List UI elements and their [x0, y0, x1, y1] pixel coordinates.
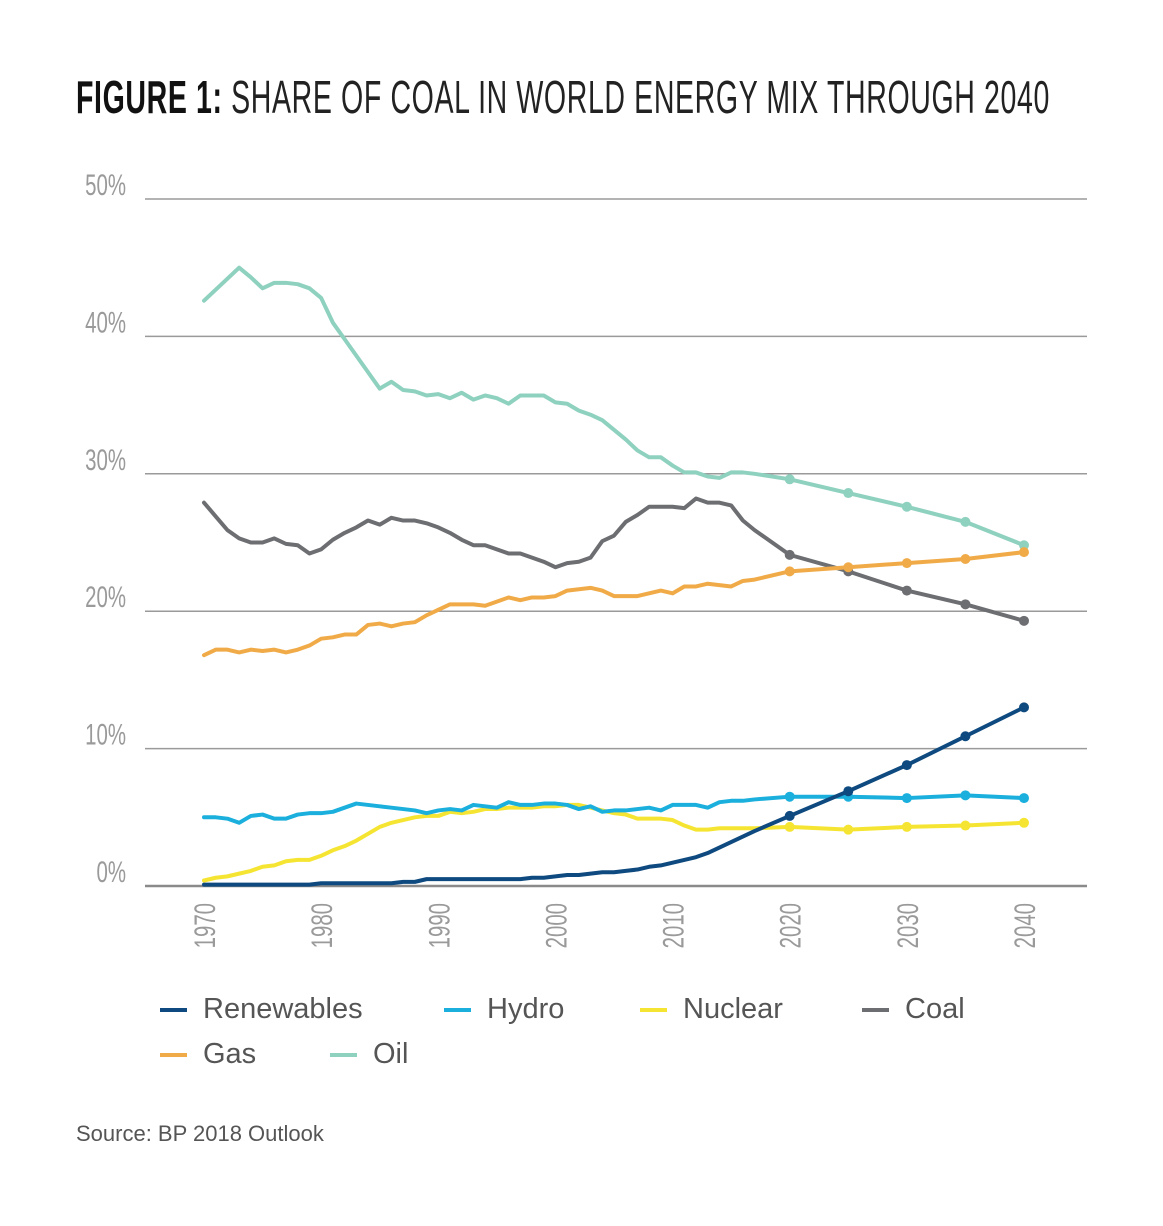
legend-item-coal: Coal [862, 993, 965, 1026]
legend-label: Nuclear [683, 993, 783, 1025]
data-point-coal [1019, 615, 1029, 626]
data-point-gas [843, 562, 854, 573]
legend-item-gas: Gas [160, 1038, 256, 1071]
y-tick-label: 0% [97, 856, 126, 889]
x-tick-label: 1980 [306, 903, 339, 948]
data-point-hydro [901, 793, 912, 804]
y-tick-label: 20% [85, 581, 126, 614]
x-tick-label: 1970 [189, 903, 222, 948]
y-tick-label: 50% [85, 169, 126, 202]
data-point-nuclear [960, 820, 971, 831]
data-point-renewables [960, 731, 971, 742]
series-line-nuclear [202, 802, 1026, 883]
x-tick-label: 2030 [892, 903, 925, 948]
legend-swatch [160, 1053, 187, 1058]
title-main: SHARE OF COAL IN WORLD ENERGY MIX THROUG… [231, 71, 1050, 123]
data-point-coal [901, 585, 912, 596]
data-point-nuclear [901, 821, 912, 832]
legend-label: Oil [373, 1038, 409, 1070]
data-point-renewables [901, 760, 912, 771]
legend-label: Coal [905, 993, 965, 1025]
series-line-hydro [202, 793, 1026, 825]
data-point-gas [784, 566, 795, 577]
series-line-gas [202, 550, 1026, 658]
legend-item-hydro: Hydro [444, 993, 564, 1026]
data-point-gas [960, 553, 971, 564]
legend-swatch [862, 1008, 889, 1013]
data-point-renewables [784, 810, 795, 821]
data-point-hydro [784, 791, 795, 802]
y-tick-label: 40% [85, 307, 126, 340]
data-point-coal [960, 599, 971, 610]
y-tick-label: 30% [85, 444, 126, 477]
legend-item-oil: Oil [330, 1038, 408, 1071]
legend-label: Hydro [487, 993, 565, 1025]
data-point-hydro [1019, 793, 1029, 804]
x-tick-label: 2020 [775, 903, 808, 948]
data-point-hydro [960, 790, 971, 801]
series-line-renewables [202, 705, 1026, 887]
data-point-oil [1019, 540, 1029, 551]
legend-swatch [640, 1008, 667, 1013]
data-point-gas [901, 558, 912, 569]
legend-label: Renewables [203, 993, 363, 1025]
series-line-coal [202, 496, 1026, 623]
legend-swatch [160, 1008, 187, 1013]
data-point-oil [843, 488, 854, 499]
source-note: Source: BP 2018 Outlook [76, 1121, 324, 1146]
legend-label: Gas [203, 1038, 257, 1070]
x-tick-label: 2010 [658, 903, 691, 948]
x-tick-label: 1990 [424, 903, 457, 948]
title-prefix: FIGURE 1: [76, 71, 223, 123]
data-point-nuclear [1019, 817, 1029, 828]
x-tick-label: 2000 [541, 903, 574, 948]
data-point-gas [1019, 547, 1029, 558]
legend-swatch [330, 1053, 357, 1058]
data-point-renewables [1019, 702, 1029, 713]
legend-item-nuclear: Nuclear [640, 993, 783, 1026]
data-point-nuclear [843, 824, 854, 835]
data-point-renewables [843, 786, 854, 797]
data-point-oil [784, 474, 795, 485]
data-point-nuclear [784, 821, 795, 832]
series-line-oil [202, 265, 1026, 548]
legend-item-renewables: Renewables [160, 993, 363, 1026]
data-point-oil [901, 501, 912, 512]
x-tick-label: 2040 [1009, 903, 1042, 948]
y-tick-label: 10% [85, 719, 126, 752]
chart-title: FIGURE 1: SHARE OF COAL IN WORLD ENERGY … [76, 70, 1050, 124]
data-point-oil [960, 516, 971, 527]
data-point-coal [784, 549, 795, 560]
legend-swatch [444, 1008, 471, 1013]
